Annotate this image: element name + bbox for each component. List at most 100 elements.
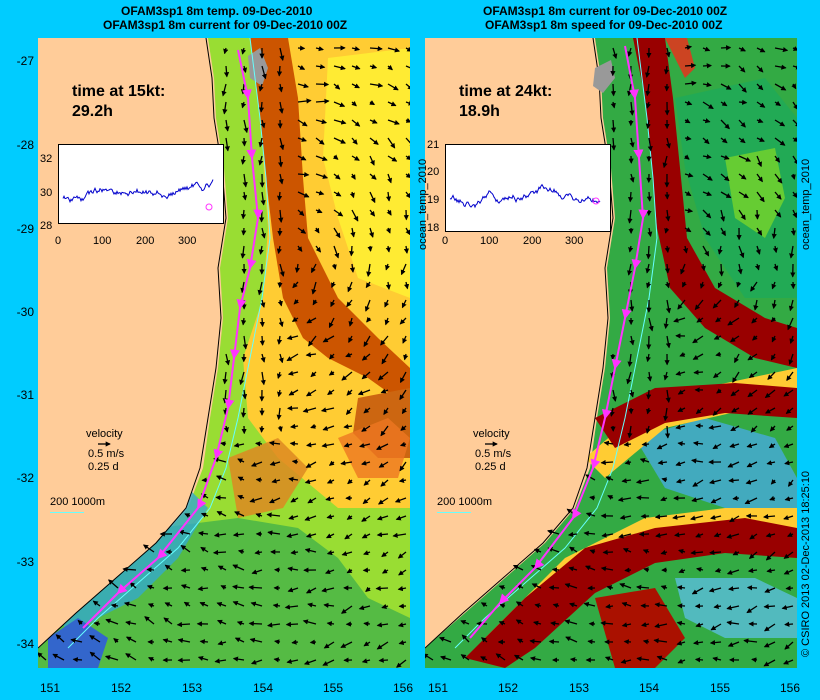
- current-vector: [717, 245, 723, 255]
- current-vector: [765, 532, 776, 538]
- current-vector: [183, 601, 191, 607]
- scale-bar: [437, 512, 471, 513]
- current-vector: [480, 602, 488, 608]
- lon-tick-label: 152: [110, 681, 132, 695]
- current-vector: [610, 353, 616, 361]
- current-vector: [322, 335, 335, 343]
- temperature-series: [62, 179, 214, 204]
- current-vector: [148, 657, 155, 662]
- current-vector: [214, 658, 227, 664]
- current-vector: [105, 618, 119, 625]
- current-vector: [351, 83, 360, 89]
- current-vector: [783, 551, 794, 559]
- current-vector: [345, 352, 353, 358]
- current-vector: [674, 532, 686, 538]
- inset-y-tick: 32: [40, 153, 53, 165]
- current-vector: [397, 622, 407, 628]
- current-vector: [713, 532, 722, 538]
- current-vector: [286, 658, 299, 664]
- current-vector: [693, 369, 704, 375]
- lon-tick-label: 156: [392, 681, 414, 695]
- current-vector: [654, 514, 668, 520]
- current-vector: [653, 638, 668, 644]
- current-vector: [747, 567, 758, 574]
- current-vector: [333, 119, 347, 125]
- current-vector: [678, 548, 686, 555]
- current-vector: [623, 639, 632, 645]
- current-vector: [768, 443, 776, 449]
- current-vector: [365, 586, 371, 592]
- current-vector: [385, 191, 392, 202]
- current-vector: [381, 603, 389, 609]
- current-vector: [692, 479, 704, 487]
- inset-x-tick: 300: [178, 235, 197, 247]
- current-vector: [756, 137, 765, 142]
- current-vector: [351, 119, 361, 127]
- lon-tick-label: 152: [497, 681, 519, 695]
- current-vector: [361, 460, 371, 466]
- current-vector: [326, 478, 335, 484]
- right-title-line2: OFAM3sp1 8m speed for 09-Dec-2010 00Z: [485, 18, 723, 32]
- current-vector: [340, 605, 353, 614]
- current-vector: [328, 317, 335, 329]
- current-vector: [754, 209, 760, 220]
- current-vector: [278, 209, 284, 223]
- current-vector: [756, 65, 764, 73]
- current-vector: [792, 136, 797, 142]
- current-vector: [732, 550, 740, 556]
- current-vector: [125, 653, 137, 661]
- current-vector: [764, 587, 776, 593]
- current-vector: [321, 587, 335, 593]
- current-vector: [774, 83, 787, 91]
- inset-x-tick: 100: [480, 235, 499, 247]
- current-vector: [716, 388, 722, 394]
- current-vector: [627, 47, 633, 57]
- current-vector: [288, 476, 299, 482]
- current-vector: [363, 641, 371, 647]
- current-vector: [304, 515, 317, 521]
- current-vector: [351, 155, 360, 161]
- current-vector: [278, 173, 284, 185]
- current-vector: [361, 658, 371, 664]
- current-vector: [783, 443, 794, 449]
- current-vector: [749, 533, 758, 540]
- current-vector: [212, 549, 227, 556]
- current-vector: [764, 389, 776, 399]
- current-vector: [709, 549, 722, 556]
- current-vector: [297, 191, 310, 198]
- current-vector: [399, 371, 407, 384]
- current-vector: [284, 604, 299, 610]
- current-vector: [297, 119, 308, 127]
- current-vector: [315, 46, 324, 52]
- current-vector: [363, 479, 371, 486]
- current-vector: [223, 65, 230, 78]
- inset-plot: [449, 183, 601, 209]
- current-vector: [654, 623, 668, 629]
- velocity-legend-arrow: [485, 441, 498, 447]
- current-vector: [315, 119, 328, 125]
- current-vector: [268, 440, 281, 446]
- current-vector: [380, 479, 389, 487]
- current-vector: [405, 154, 410, 161]
- current-vector: [378, 657, 389, 663]
- current-vector: [405, 46, 410, 52]
- current-vector: [660, 585, 668, 591]
- current-vector: [752, 335, 758, 341]
- current-vector: [655, 532, 668, 538]
- current-vector: [144, 616, 155, 625]
- current-vector: [180, 567, 191, 573]
- current-vector: [730, 389, 740, 397]
- current-vector: [729, 515, 740, 523]
- current-vector: [215, 495, 227, 501]
- current-vector: [376, 622, 389, 628]
- current-vector: [738, 65, 746, 73]
- current-vector: [383, 407, 389, 416]
- current-vector: [702, 137, 710, 145]
- current-vector: [738, 83, 747, 93]
- current-vector: [285, 621, 299, 627]
- current-vector: [288, 389, 299, 396]
- current-vector: [684, 62, 697, 69]
- current-vector: [763, 514, 776, 520]
- current-vector: [708, 587, 722, 593]
- current-vector: [690, 515, 704, 521]
